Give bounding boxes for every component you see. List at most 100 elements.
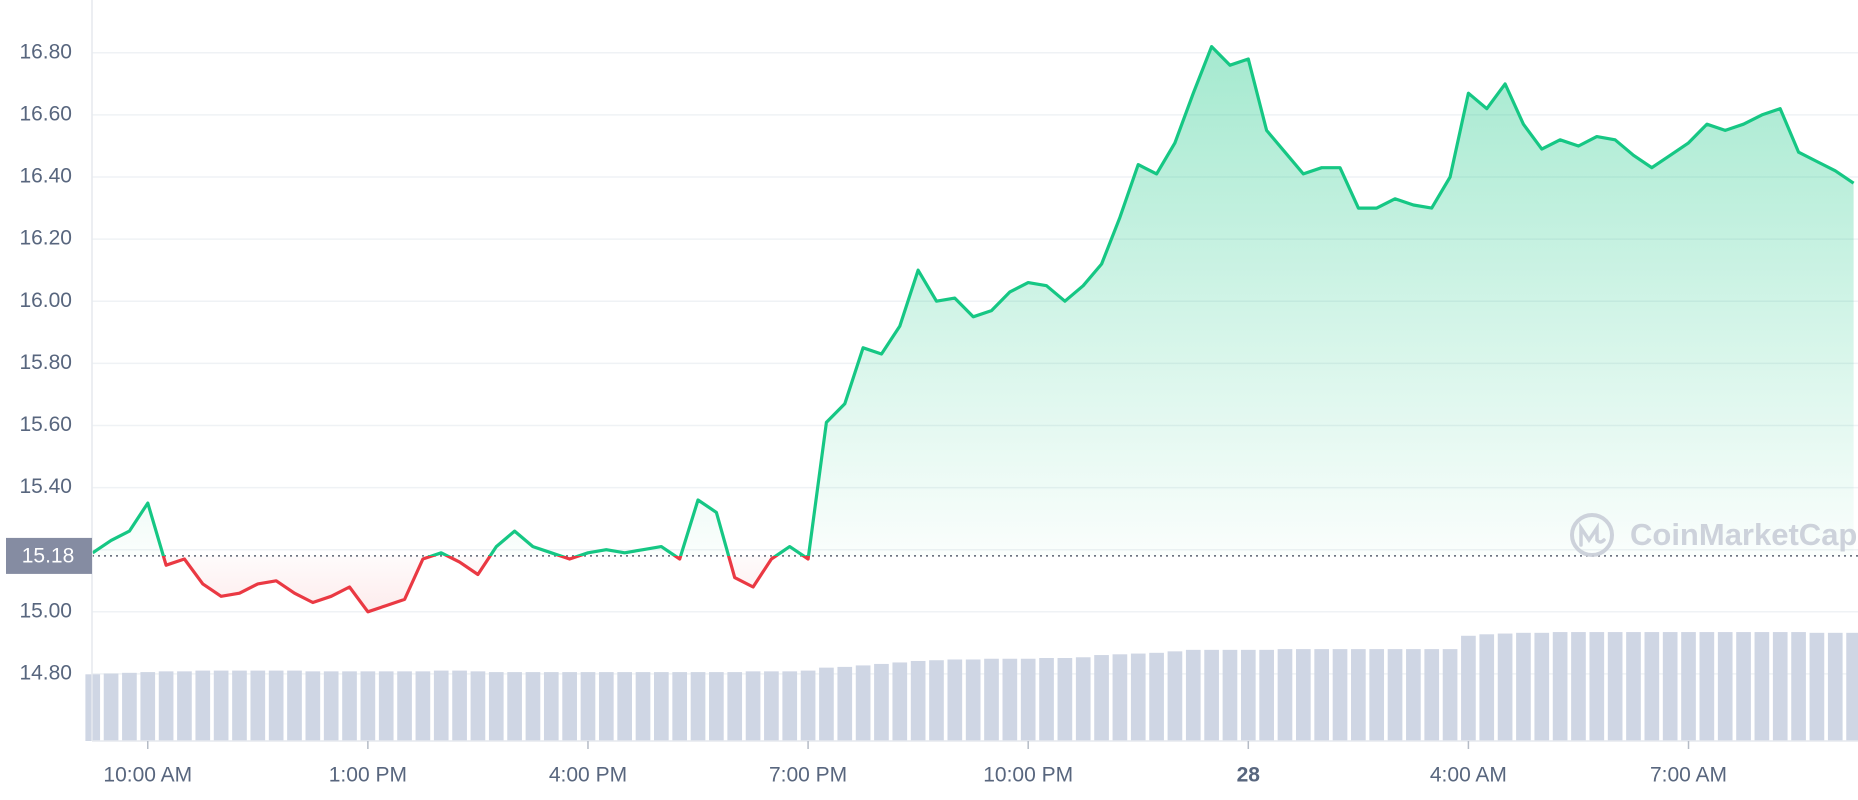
volume-bar	[1277, 649, 1293, 741]
volume-bar	[1846, 632, 1858, 741]
volume-bar	[1112, 654, 1128, 741]
volume-bar	[1332, 649, 1348, 741]
volume-bar	[342, 671, 357, 741]
axes: 14.8015.0015.2015.4015.6015.8016.0016.20…	[6, 0, 1858, 787]
x-tick-label: 28	[1237, 764, 1261, 787]
volume-bar	[1479, 634, 1495, 741]
volume-bar	[1039, 658, 1054, 741]
volume-bar	[635, 672, 651, 741]
volume-bar	[250, 670, 266, 741]
volume-bar	[672, 672, 688, 741]
volume-bar	[1662, 632, 1678, 741]
volume-bar	[1772, 632, 1788, 741]
volume-bar	[488, 672, 504, 741]
volume-bar	[709, 672, 724, 741]
volume-bar	[690, 672, 706, 741]
volume-bar	[378, 671, 394, 741]
volume-bar	[103, 673, 119, 741]
volume-bar	[1607, 632, 1623, 741]
y-tick-label: 16.20	[19, 227, 72, 250]
volume-bar	[1461, 635, 1476, 741]
y-tick-label: 16.00	[19, 289, 72, 312]
x-tick-label: 7:00 AM	[1650, 764, 1727, 787]
volume-bar	[727, 672, 743, 741]
x-tick-label: 10:00 PM	[983, 764, 1073, 787]
volume-bar	[929, 660, 944, 741]
volume-bar	[1259, 649, 1274, 741]
volume-bar	[1240, 649, 1256, 741]
x-tick-label: 4:00 PM	[549, 764, 627, 787]
volume-bar	[1002, 658, 1018, 741]
volume-bar	[1167, 651, 1183, 741]
volume-bar	[195, 670, 211, 741]
baseline-label-bg	[6, 537, 92, 574]
volume-bar	[543, 672, 559, 741]
volume-bar	[1552, 632, 1568, 741]
volume-bar	[1644, 632, 1660, 741]
volume-bars	[85, 632, 1858, 741]
volume-bar	[562, 672, 577, 741]
y-tick-label: 14.80	[19, 661, 72, 684]
volume-bar	[745, 671, 761, 741]
volume-bar	[1185, 649, 1201, 741]
volume-bar	[580, 672, 596, 741]
volume-bar	[415, 671, 431, 741]
volume-bar	[965, 659, 981, 741]
watermark-text: CoinMarketCap	[1630, 517, 1857, 552]
volume-bar	[1075, 657, 1091, 741]
volume-bar	[947, 659, 963, 741]
volume-bar	[1149, 652, 1164, 741]
volume-bar	[470, 671, 486, 741]
volume-bar	[122, 672, 137, 741]
volume-bar	[452, 670, 467, 741]
volume-bar	[1754, 632, 1770, 741]
volume-bar	[1827, 632, 1843, 741]
volume-bar	[232, 670, 247, 741]
volume-bar	[837, 666, 853, 741]
volume-bar	[507, 672, 522, 741]
volume-bar	[158, 671, 174, 741]
volume-bar	[1809, 632, 1825, 741]
volume-bar	[1351, 649, 1366, 741]
y-tick-label: 15.40	[19, 475, 72, 498]
volume-bar	[397, 671, 412, 741]
volume-bar	[1497, 633, 1513, 741]
volume-bar	[1314, 649, 1330, 741]
volume-bar	[1681, 632, 1696, 741]
y-tick-label: 16.60	[19, 102, 72, 125]
volume-bar	[525, 672, 541, 741]
volume-bar	[910, 660, 926, 741]
volume-bar	[1406, 649, 1421, 741]
volume-bar	[1222, 649, 1238, 741]
volume-bar	[1295, 649, 1311, 741]
volume-bar	[1094, 655, 1109, 741]
volume-bar	[598, 672, 614, 741]
volume-bar	[177, 671, 192, 741]
watermark: CoinMarketCap	[1570, 513, 1857, 557]
watermark-logo-mark	[1579, 522, 1606, 547]
volume-bar	[654, 672, 669, 741]
volume-bar	[800, 670, 816, 741]
volume-bar	[1534, 632, 1550, 741]
watermark-logo	[1570, 513, 1614, 557]
volume-bar	[1204, 649, 1219, 741]
volume-bar	[892, 662, 908, 741]
price-line	[91, 45, 1855, 614]
volume-bar	[360, 671, 376, 741]
y-tick-label: 15.80	[19, 351, 72, 374]
volume-bar	[1387, 649, 1403, 741]
volume-bar	[1020, 658, 1036, 741]
volume-bar	[433, 670, 449, 741]
volume-bar	[1791, 632, 1806, 741]
x-tick-label: 1:00 PM	[329, 764, 407, 787]
volume-bar	[819, 667, 834, 741]
volume-bar	[1626, 632, 1641, 741]
volume-bar	[1736, 632, 1751, 741]
volume-bar	[1130, 653, 1146, 741]
baseline-label: 15.18	[22, 544, 75, 567]
volume-bar	[213, 670, 229, 741]
y-tick-label: 15.00	[19, 599, 72, 622]
volume-bar	[855, 665, 871, 741]
